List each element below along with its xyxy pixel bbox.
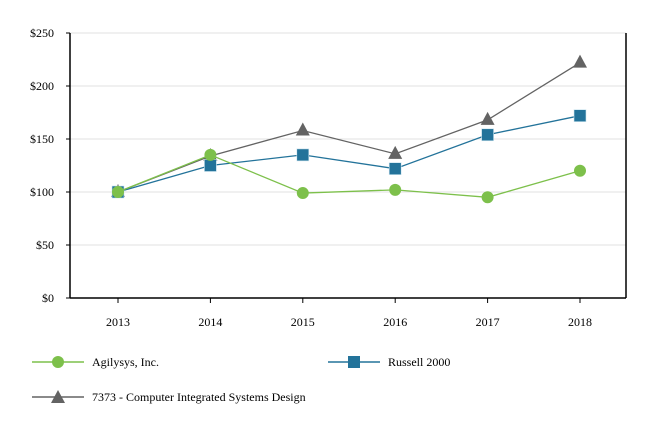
data-point-circle: [389, 183, 402, 196]
series-line: [117, 115, 581, 193]
data-point-circle: [112, 186, 124, 198]
x-tick-label: 2015: [291, 315, 315, 329]
y-tick-label: $100: [30, 185, 54, 199]
data-point-circle: [296, 187, 309, 200]
y-tick-label: $50: [36, 238, 54, 252]
legend-item-7373: 7373 - Computer Integrated Systems Desig…: [32, 389, 306, 405]
data-point-square: [573, 109, 587, 122]
data-point-triangle: [480, 111, 495, 125]
x-tick-label: 2016: [383, 315, 407, 329]
legend-label: Russell 2000: [388, 354, 451, 369]
x-tick-label: 2017: [476, 315, 500, 329]
legend-label: 7373 - Computer Integrated Systems Desig…: [92, 389, 306, 404]
legend-marker-triangle: [32, 390, 84, 403]
legend-marker-square: [328, 356, 380, 368]
data-point-triangle: [388, 145, 403, 159]
legend-item-russell: Russell 2000: [328, 354, 450, 370]
y-tick-label: $200: [30, 79, 54, 93]
y-tick-label: $250: [30, 26, 54, 40]
series-line: [117, 62, 581, 193]
x-tick-label: 2013: [106, 315, 130, 329]
legend-item-agilysys: Agilysys, Inc.: [32, 354, 159, 370]
data-point-circle: [574, 164, 586, 177]
x-tick-label: 2018: [568, 315, 592, 329]
data-point-triangle: [295, 122, 310, 136]
y-tick-label: $150: [30, 132, 54, 146]
y-tick-label: $0: [42, 291, 54, 305]
data-point-square: [204, 159, 217, 172]
x-tick-label: 2014: [198, 315, 222, 329]
legend-marker-circle: [32, 356, 84, 368]
legend-label: Agilysys, Inc.: [92, 354, 159, 369]
data-point-square: [481, 128, 494, 142]
data-point-square: [296, 148, 310, 162]
data-point-circle: [481, 191, 494, 204]
series-line: [117, 154, 581, 198]
data-point-circle: [204, 148, 217, 161]
data-point-square: [388, 162, 402, 175]
data-point-triangle: [573, 54, 587, 68]
